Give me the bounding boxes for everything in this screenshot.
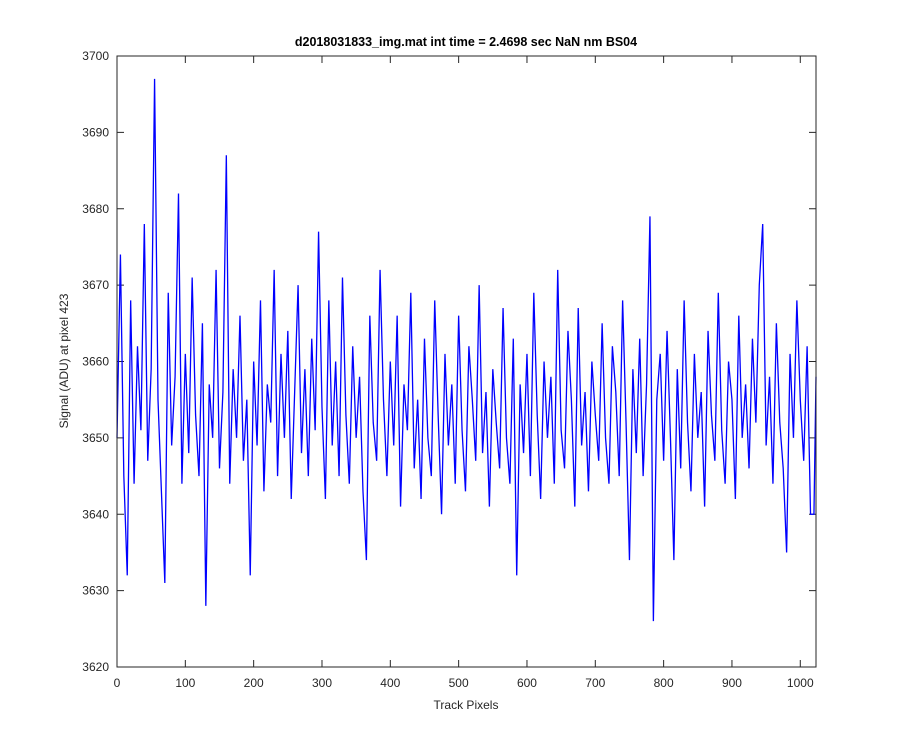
y-tick-label: 3640	[82, 507, 109, 521]
axes-box	[116, 55, 817, 668]
y-tick-label: 3680	[82, 202, 109, 216]
x-tick-label: 100	[175, 676, 195, 690]
plot-area	[117, 56, 816, 667]
y-tick-label: 3650	[82, 431, 109, 445]
y-tick-label: 3690	[82, 125, 109, 139]
x-tick-label: 500	[449, 676, 469, 690]
x-tick-label: 1000	[787, 676, 814, 690]
x-tick-label: 600	[517, 676, 537, 690]
x-tick-label: 200	[244, 676, 264, 690]
data-line	[116, 78, 817, 622]
x-tick-label: 0	[114, 676, 121, 690]
y-tick-label: 3670	[82, 278, 109, 292]
y-tick-label: 3620	[82, 660, 109, 674]
x-axis-label: Track Pixels	[434, 698, 499, 712]
y-tick-label: 3700	[82, 49, 109, 63]
x-tick-label: 900	[722, 676, 742, 690]
x-tick-label: 800	[654, 676, 674, 690]
x-tick-label: 700	[585, 676, 605, 690]
chart-title: d2018031833_img.mat int time = 2.4698 se…	[295, 35, 637, 49]
y-tick-label: 3630	[82, 584, 109, 598]
y-tick-label: 3660	[82, 355, 109, 369]
x-tick-label: 400	[380, 676, 400, 690]
y-axis-label: Signal (ADU) at pixel 423	[57, 293, 71, 428]
x-tick-label: 300	[312, 676, 332, 690]
